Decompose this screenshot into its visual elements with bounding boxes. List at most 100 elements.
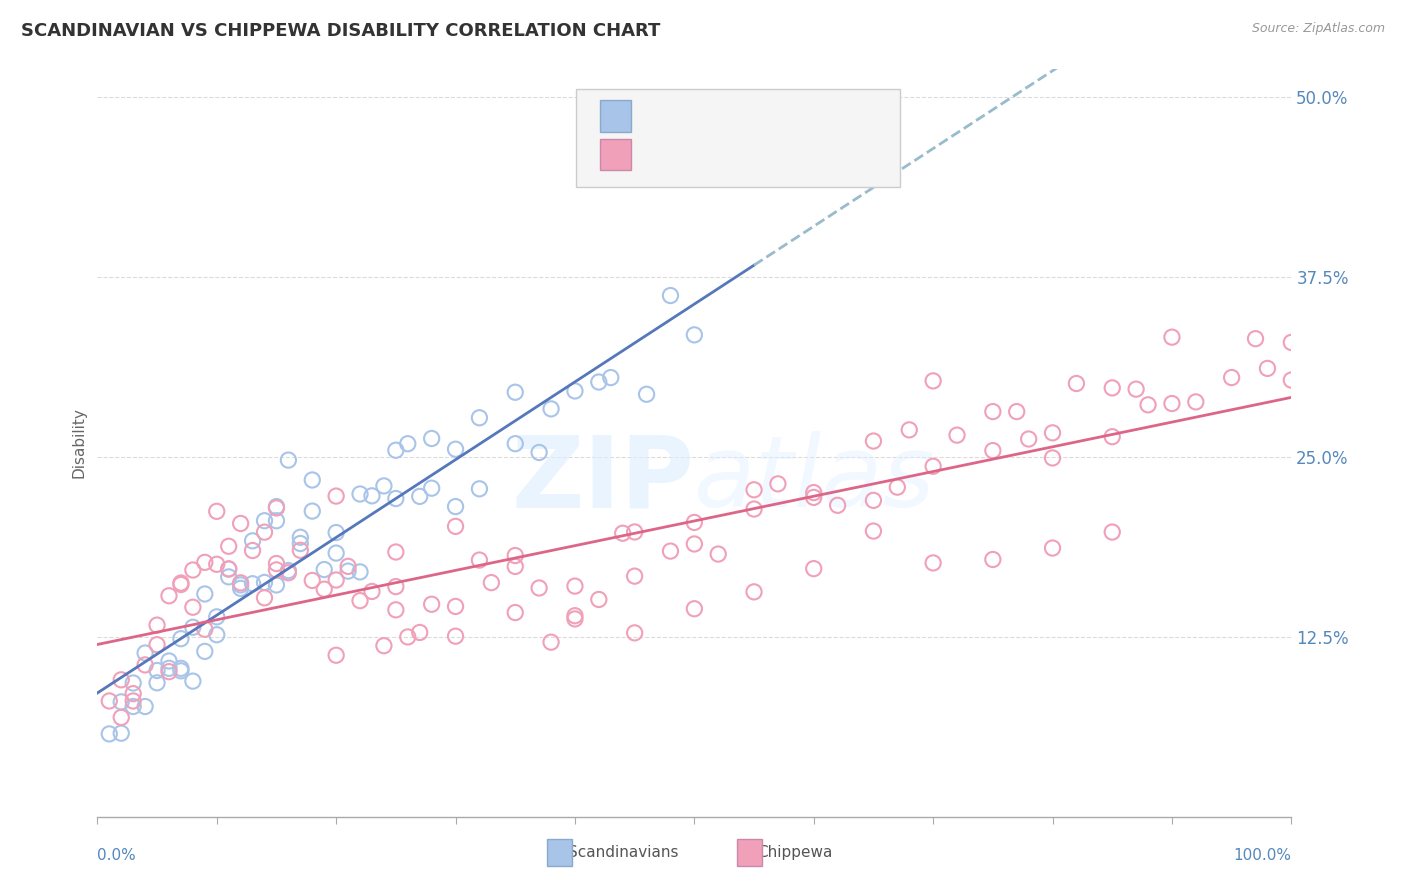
Point (266, 514, 288, 528)
Point (468, 482, 491, 496)
Point (444, 629, 467, 643)
Point (409, 489, 432, 503)
Point (981, 443, 1004, 458)
Point (349, 487, 371, 501)
Point (623, 524, 645, 539)
Point (277, 453, 299, 467)
Y-axis label: Disability: Disability (72, 407, 86, 478)
Text: 0.383: 0.383 (682, 109, 730, 123)
Point (361, 584, 384, 599)
Point (218, 570, 240, 584)
Point (588, 592, 610, 607)
Point (827, 498, 849, 512)
Point (479, 575, 502, 590)
Point (503, 559, 526, 574)
Point (290, 536, 312, 550)
Point (253, 514, 276, 528)
Point (325, 489, 347, 503)
Point (110, 710, 132, 724)
Point (766, 476, 789, 491)
Point (325, 546, 347, 560)
Point (540, 635, 562, 649)
Point (1279, 335, 1302, 350)
Point (1161, 396, 1184, 410)
Point (337, 559, 360, 574)
Text: 0.152: 0.152 (682, 147, 730, 161)
Point (157, 654, 180, 668)
Point (98, 694, 121, 708)
Point (194, 644, 217, 658)
Point (170, 632, 193, 646)
Point (1066, 376, 1088, 391)
Point (564, 612, 586, 626)
Text: Source: ZipAtlas.com: Source: ZipAtlas.com (1251, 22, 1385, 36)
Point (420, 597, 443, 611)
Point (314, 563, 336, 577)
Point (1161, 330, 1184, 344)
Point (277, 566, 299, 580)
Point (659, 288, 682, 302)
Text: Scandinavians: Scandinavians (568, 845, 678, 860)
Point (623, 625, 645, 640)
Point (146, 664, 169, 678)
Point (1101, 524, 1123, 539)
Point (134, 657, 156, 672)
Point (170, 664, 193, 678)
Point (290, 543, 312, 558)
Point (588, 375, 610, 389)
Point (1005, 404, 1028, 418)
Point (1125, 382, 1147, 396)
Point (1256, 361, 1278, 376)
Point (146, 675, 169, 690)
Point (301, 473, 323, 487)
Point (110, 695, 132, 709)
Point (707, 547, 730, 561)
Point (218, 562, 240, 576)
Point (444, 442, 467, 457)
Point (742, 502, 765, 516)
Text: SCANDINAVIAN VS CHIPPEWA DISABILITY CORRELATION CHART: SCANDINAVIAN VS CHIPPEWA DISABILITY CORR… (21, 22, 661, 40)
Point (922, 556, 945, 570)
Point (1042, 541, 1064, 555)
Point (181, 563, 204, 577)
Point (266, 500, 288, 514)
Point (862, 524, 884, 538)
Point (134, 646, 156, 660)
Point (157, 661, 180, 675)
Point (301, 504, 323, 518)
Point (242, 576, 264, 591)
Point (110, 726, 132, 740)
Point (146, 638, 169, 652)
Point (527, 445, 550, 459)
Point (229, 582, 252, 596)
Point (659, 544, 682, 558)
Point (803, 561, 825, 575)
Point (385, 603, 408, 617)
Point (1101, 381, 1123, 395)
Point (444, 599, 467, 614)
Point (146, 618, 169, 632)
Point (623, 569, 645, 583)
Point (612, 526, 634, 541)
Point (1018, 432, 1040, 446)
Text: 107: 107 (778, 147, 810, 161)
Point (1042, 450, 1064, 465)
Point (122, 699, 145, 714)
Point (803, 485, 825, 500)
Point (409, 625, 432, 640)
Point (373, 479, 395, 493)
Text: 100.0%: 100.0% (1233, 847, 1291, 863)
Point (361, 489, 384, 503)
Text: N =: N = (741, 109, 775, 123)
Point (277, 564, 299, 578)
Point (1137, 398, 1160, 412)
Point (742, 483, 765, 497)
Point (253, 575, 276, 590)
Point (385, 545, 408, 559)
Point (444, 500, 467, 514)
Point (396, 630, 419, 644)
Point (194, 555, 217, 569)
Point (266, 557, 288, 571)
Point (1042, 425, 1064, 440)
Point (862, 434, 884, 448)
